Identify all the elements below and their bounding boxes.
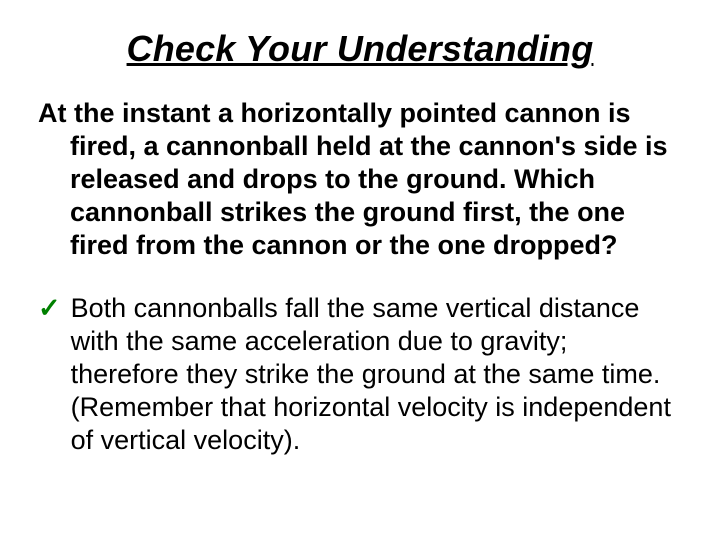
question-text: At the instant a horizontally pointed ca… xyxy=(38,97,682,262)
answer-block: ✓ Both cannonballs fall the same vertica… xyxy=(38,292,682,457)
slide: Check Your Understanding At the instant … xyxy=(0,0,720,540)
slide-title: Check Your Understanding xyxy=(38,28,682,69)
answer-text: Both cannonballs fall the same vertical … xyxy=(71,292,682,457)
checkmark-icon: ✓ xyxy=(38,292,61,325)
